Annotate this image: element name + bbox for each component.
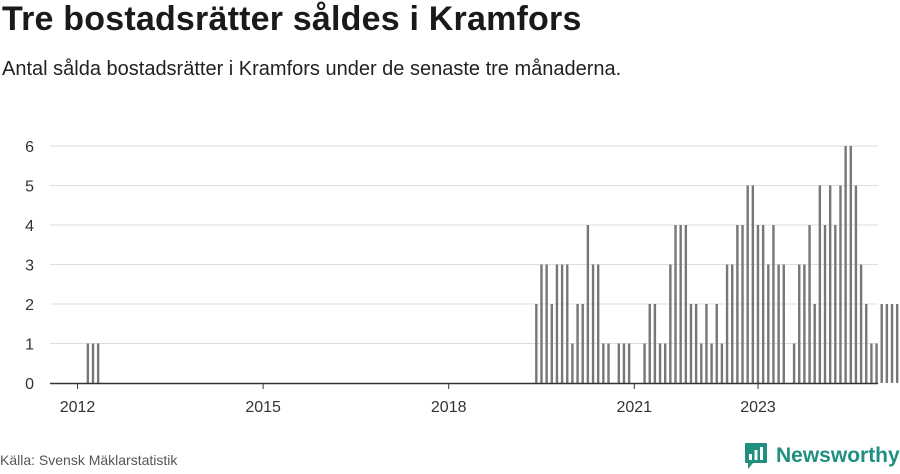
bar: [746, 185, 749, 383]
bar: [91, 343, 95, 383]
bar: [540, 264, 543, 383]
bar: [653, 304, 657, 383]
bar: [571, 343, 574, 383]
y-tick-label: 0: [25, 376, 34, 393]
bar: [607, 343, 610, 383]
bar: [86, 343, 90, 383]
bar: [854, 185, 858, 383]
bar: [731, 264, 734, 383]
brand-logo[interactable]: Newsworthy: [744, 442, 900, 470]
y-tick-label: 3: [25, 258, 34, 275]
bar: [705, 304, 708, 383]
bar: [581, 304, 584, 383]
bar: [792, 343, 796, 383]
bar: [566, 264, 569, 383]
x-tick-label: 2015: [245, 399, 281, 416]
bar: [596, 264, 600, 383]
bar: [96, 343, 100, 383]
bar: [772, 225, 775, 383]
bar: [767, 264, 770, 383]
bar: [859, 264, 863, 383]
bar: [550, 304, 553, 383]
bar: [648, 304, 651, 383]
bar: [751, 185, 755, 383]
y-tick-label: 1: [25, 337, 34, 354]
x-tick-label: 2023: [740, 399, 776, 416]
bar: [643, 343, 646, 383]
bar: [828, 185, 832, 383]
bar: [736, 225, 739, 383]
bar: [694, 304, 698, 383]
y-tick-label: 2: [25, 297, 34, 314]
bar: [875, 343, 878, 383]
source-note: Källa: Svensk Mäklarstatistik: [0, 452, 178, 468]
bar: [870, 343, 873, 383]
bar: [803, 264, 806, 383]
bar: [823, 225, 827, 383]
bar: [545, 264, 548, 383]
bar: [586, 225, 590, 383]
bar: [669, 264, 672, 383]
bar: [834, 225, 837, 383]
bar: [591, 264, 595, 383]
bar: [895, 304, 899, 383]
bar: [658, 343, 662, 383]
bar: [622, 343, 626, 383]
bar: [741, 225, 744, 383]
bar: [710, 343, 713, 383]
bar: [679, 225, 682, 383]
bar: [725, 264, 729, 383]
bar: [839, 185, 842, 383]
bar: [560, 264, 564, 383]
bar: [576, 304, 579, 383]
bar: [880, 304, 883, 383]
bar-chart: 0123456320122015201820212023: [25, 139, 899, 416]
bar: [777, 264, 780, 383]
bar: [684, 225, 688, 383]
x-tick-label: 2012: [60, 399, 96, 416]
bar: [756, 225, 760, 383]
bar: [720, 343, 724, 383]
bar: [844, 146, 847, 383]
chart-subtitle: Antal sålda bostadsrätter i Kramfors und…: [2, 58, 622, 80]
bar: [865, 304, 868, 383]
bar: [798, 264, 801, 383]
bar: [761, 225, 765, 383]
bar: [890, 304, 894, 383]
bar: [602, 343, 605, 383]
bar: [885, 304, 889, 383]
bar: [674, 225, 677, 383]
newsworthy-logo-icon: [745, 443, 767, 469]
bar: [555, 264, 559, 383]
brand-name: Newsworthy: [776, 444, 900, 467]
bar: [627, 343, 631, 383]
bar: [664, 343, 667, 383]
bar: [617, 343, 621, 383]
bar: [535, 304, 538, 383]
bar: [849, 146, 852, 383]
bar: [700, 343, 703, 383]
x-tick-label: 2018: [431, 399, 467, 416]
chart-title: Tre bostadsrätter såldes i Kramfors: [2, 0, 582, 38]
y-tick-label: 6: [25, 139, 34, 156]
bar: [808, 225, 811, 383]
x-tick-label: 2021: [616, 399, 652, 416]
bar: [782, 264, 785, 383]
y-tick-label: 5: [25, 179, 34, 196]
y-tick-label: 4: [25, 218, 34, 235]
bar: [689, 304, 693, 383]
bar: [813, 304, 816, 383]
bar: [715, 304, 718, 383]
bar: [818, 185, 822, 383]
